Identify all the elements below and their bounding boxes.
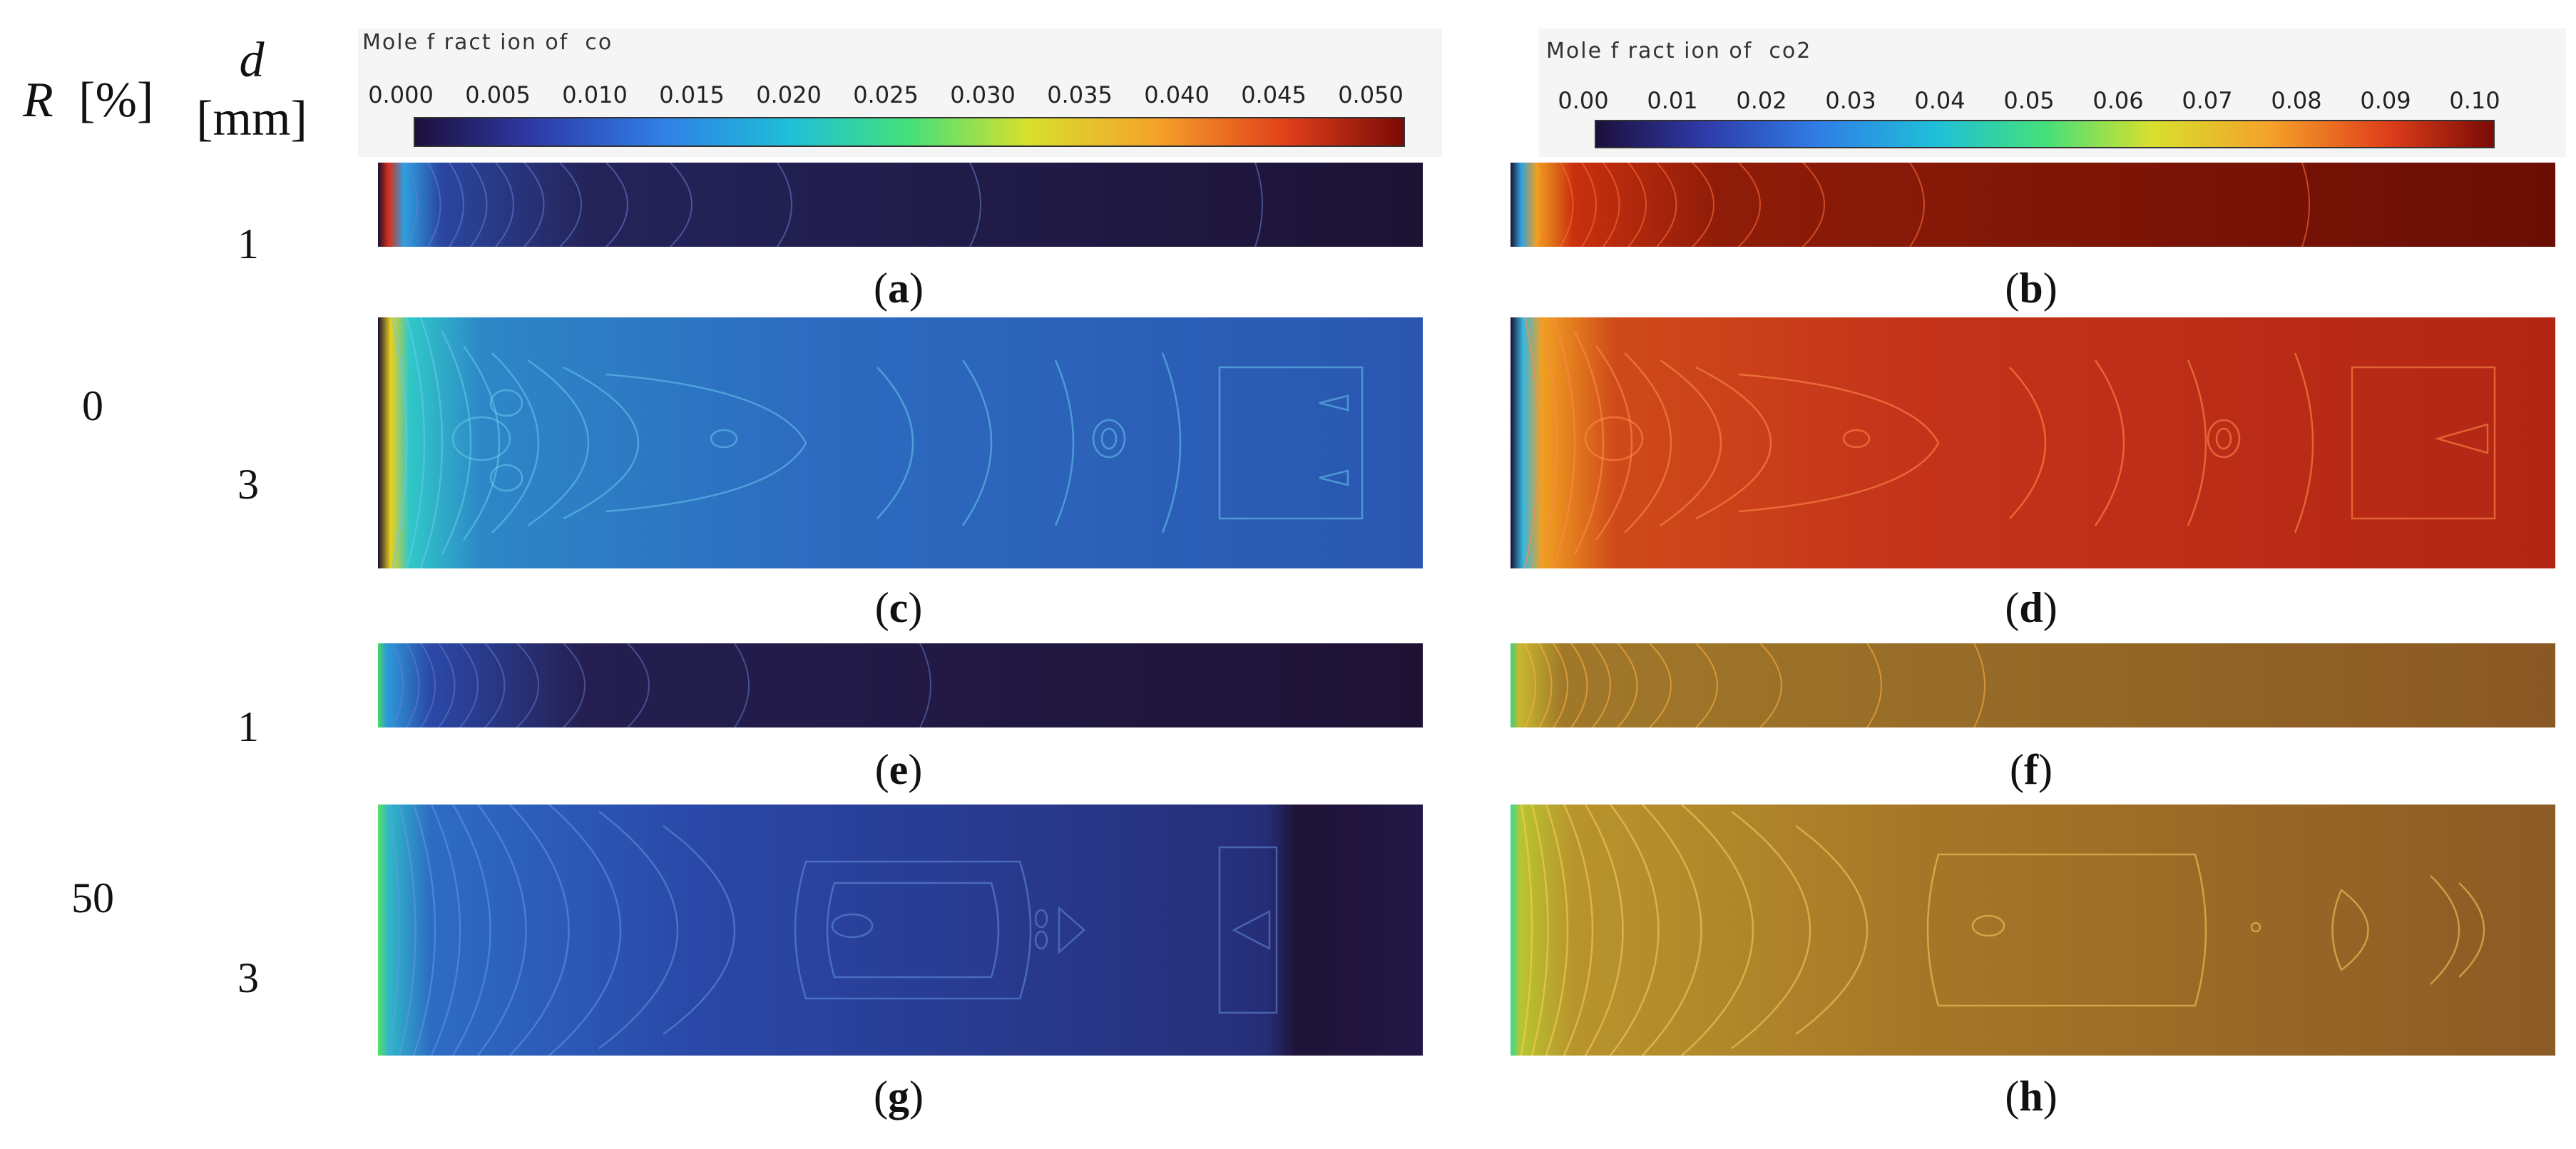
co-tick: 0.035 xyxy=(1047,81,1113,108)
co2-tick: 0.01 xyxy=(1647,87,1698,114)
co-tick: 0.005 xyxy=(465,81,531,108)
r-value-0: 0 xyxy=(82,382,103,429)
co2-tick: 0.00 xyxy=(1558,87,1609,114)
d-symbol: d xyxy=(239,33,265,88)
d-value-row2: 3 xyxy=(237,461,259,508)
r-symbol: R xyxy=(23,73,53,128)
colorbar-co-title: Mole f ract ion of co xyxy=(362,30,613,55)
co2-tick: 0.09 xyxy=(2360,87,2411,114)
co2-tick: 0.02 xyxy=(1736,87,1787,114)
co2-tick: 0.07 xyxy=(2182,87,2233,114)
d-value-row1: 1 xyxy=(237,220,259,267)
co-tick: 0.010 xyxy=(562,81,628,108)
panel-label-a: (a) xyxy=(874,265,924,312)
co-tick: 0.015 xyxy=(659,81,725,108)
contour-panel-d xyxy=(1511,317,2555,568)
contour-panel-g xyxy=(378,805,1423,1056)
r-header: R [%] xyxy=(23,76,153,126)
colorbar-co: Mole f ract ion of co 0.000 0.005 0.010 … xyxy=(358,29,1442,157)
colorbar-co2-gradient xyxy=(1595,120,2495,148)
contour-panel-a xyxy=(378,163,1423,247)
colorbar-co2: Mole f ract ion of co2 0.00 0.01 0.02 0.… xyxy=(1539,29,2566,157)
contour-panel-f xyxy=(1511,643,2555,727)
contour-panel-e xyxy=(378,643,1423,727)
co2-tick: 0.10 xyxy=(2449,87,2500,114)
co-tick: 0.040 xyxy=(1144,81,1210,108)
panel-label-b: (b) xyxy=(2005,265,2058,312)
colorbar-co-ticks: 0.000 0.005 0.010 0.015 0.020 0.025 0.03… xyxy=(358,81,1442,110)
co-tick: 0.050 xyxy=(1338,81,1404,108)
co-tick: 0.030 xyxy=(950,81,1016,108)
co2-tick: 0.06 xyxy=(2092,87,2144,114)
panel-label-h: (h) xyxy=(2005,1073,2058,1120)
co2-tick: 0.03 xyxy=(1825,87,1876,114)
co-tick: 0.045 xyxy=(1241,81,1307,108)
r-value-50: 50 xyxy=(71,874,114,921)
d-unit: [mm] xyxy=(196,91,307,146)
d-header: d [mm] xyxy=(184,36,320,144)
d-value-row4: 3 xyxy=(237,954,259,1001)
colorbar-co2-title: Mole f ract ion of co2 xyxy=(1546,39,1812,63)
co-tick: 0.025 xyxy=(853,81,919,108)
co-tick: 0.020 xyxy=(756,81,822,108)
d-value-row3: 1 xyxy=(237,703,259,750)
colorbar-co2-ticks: 0.00 0.01 0.02 0.03 0.04 0.05 0.06 0.07 … xyxy=(1539,87,2566,116)
r-unit: [%] xyxy=(78,73,154,128)
panel-label-d: (d) xyxy=(2005,584,2058,631)
panel-label-e: (e) xyxy=(874,746,923,793)
contour-panel-h xyxy=(1511,805,2555,1056)
colorbar-co-gradient xyxy=(414,117,1405,147)
co-tick: 0.000 xyxy=(368,81,434,108)
co2-tick: 0.08 xyxy=(2271,87,2322,114)
panel-label-f: (f) xyxy=(2010,746,2053,793)
contour-panel-b xyxy=(1511,163,2555,247)
panel-label-c: (c) xyxy=(874,584,923,631)
co2-tick: 0.04 xyxy=(1914,87,1966,114)
co2-tick: 0.05 xyxy=(2003,87,2055,114)
contour-panel-c xyxy=(378,317,1423,568)
panel-label-g: (g) xyxy=(874,1073,924,1120)
